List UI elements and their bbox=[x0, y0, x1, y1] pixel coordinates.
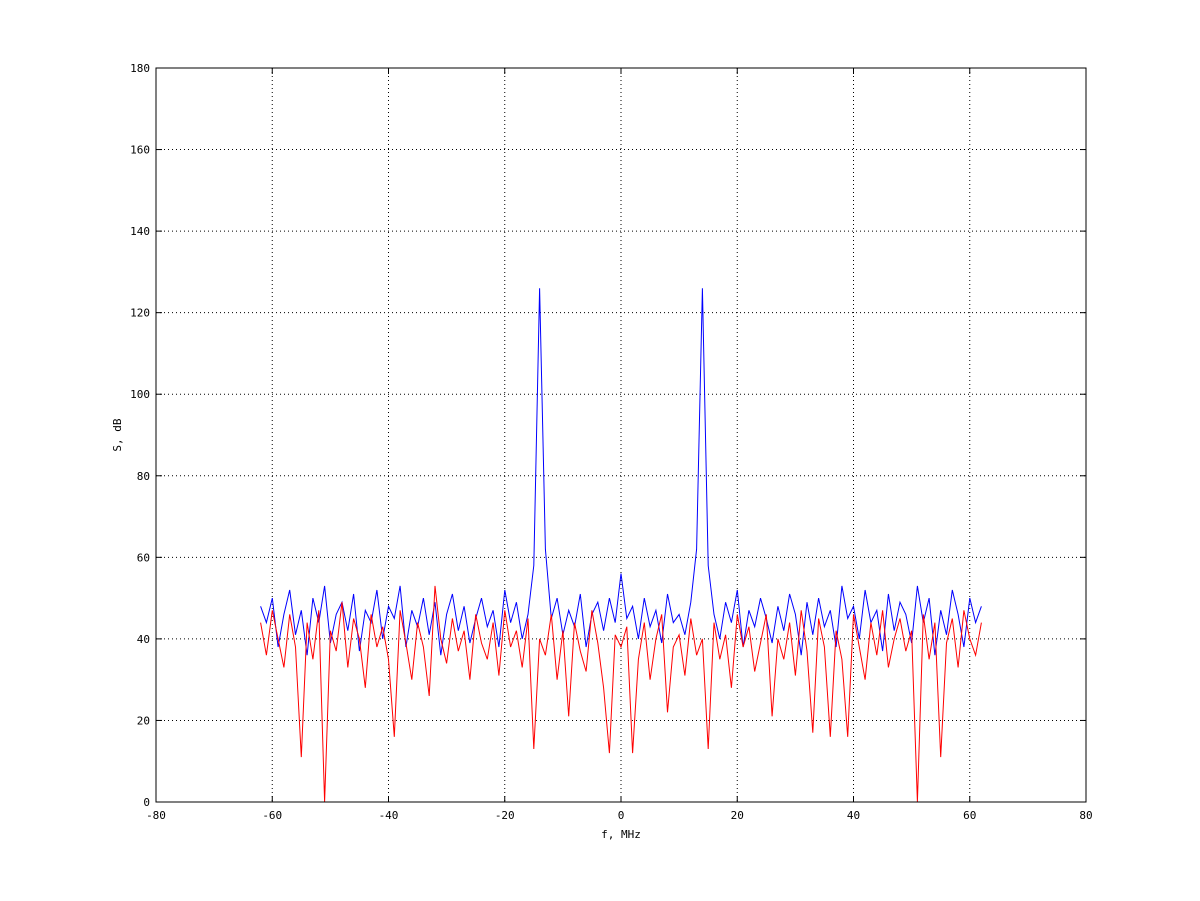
x-tick-label: -40 bbox=[379, 809, 399, 822]
y-axis-label: S, dB bbox=[111, 418, 124, 451]
plot-frame bbox=[155, 67, 1087, 803]
x-tick-label: 80 bbox=[1079, 809, 1092, 822]
x-tick-label: -20 bbox=[495, 809, 515, 822]
series-line-blue bbox=[260, 288, 982, 656]
x-tick-label: -60 bbox=[262, 809, 282, 822]
grid bbox=[156, 68, 1086, 802]
y-tick-label: 40 bbox=[137, 633, 150, 646]
y-tick-label: 140 bbox=[130, 225, 150, 238]
x-tick-label: -80 bbox=[146, 809, 166, 822]
y-tick-label: 120 bbox=[130, 307, 150, 320]
x-tick-label: 60 bbox=[963, 809, 976, 822]
x-tick-label: 0 bbox=[618, 809, 625, 822]
series-line-red bbox=[260, 585, 982, 803]
y-tick-label: 60 bbox=[137, 551, 150, 564]
y-tick-label: 160 bbox=[130, 144, 150, 157]
y-tick-label: 100 bbox=[130, 388, 150, 401]
y-tick-label: 20 bbox=[137, 714, 150, 727]
x-axis-label: f, MHz bbox=[601, 828, 641, 841]
series-layer bbox=[260, 288, 982, 803]
y-tick-label: 80 bbox=[137, 470, 150, 483]
y-tick-label: 0 bbox=[143, 796, 150, 809]
tick-layer: -80 -60 -40 -20 0 20 40 60 80 0 20 40 60 80 100 120 140 1… bbox=[130, 62, 1093, 822]
x-tick-label: 40 bbox=[847, 809, 860, 822]
y-tick-label: 180 bbox=[130, 62, 150, 75]
x-tick-label: 20 bbox=[731, 809, 744, 822]
